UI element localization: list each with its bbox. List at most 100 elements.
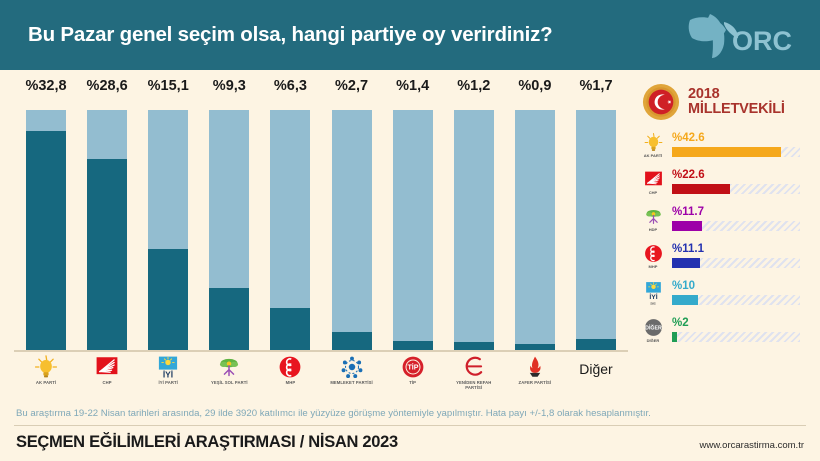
party-logo-caption: MHP xyxy=(285,380,296,385)
sidebar-result-row: İYİ İYİ %10 xyxy=(636,274,814,311)
sidebar-value-label: %11.7 xyxy=(672,206,704,219)
bar-fill xyxy=(392,340,433,350)
bar-value-label: %6,3 xyxy=(273,78,307,94)
party-logo-caption: ZAFER PARTİSİ xyxy=(518,380,552,385)
sidebar-header: 2018 MİLLETVEKİLİ xyxy=(636,78,814,126)
orc-logo: ORC xyxy=(688,14,792,58)
footer-divider xyxy=(14,425,806,426)
sidebar-party-caption: MHP xyxy=(648,263,658,269)
bar-column: %1,2 xyxy=(452,78,496,350)
sidebar-value-label: %2 xyxy=(672,317,689,330)
sidebar-party-caption: İYİ xyxy=(650,300,656,306)
bar-track xyxy=(575,110,616,350)
sidebar-party-logo: DİĞER DİĞER xyxy=(640,315,666,345)
bar-track xyxy=(514,110,555,350)
sidebar-bar-track xyxy=(672,331,800,342)
party-logo-cell: MEMLEKET PARTİSİ xyxy=(330,354,374,394)
gear-wreath-icon: TİP xyxy=(402,356,424,378)
sun-icon: İYİ xyxy=(645,281,661,300)
bar-track xyxy=(453,110,494,350)
bar-value-label: %28,6 xyxy=(86,78,128,94)
bar-column: %9,3 xyxy=(207,78,251,350)
sidebar-party-caption: CHP xyxy=(648,189,658,195)
bar-value-label: %1,2 xyxy=(457,78,491,94)
bar-column: %2,7 xyxy=(330,78,374,350)
sidebar-party-caption: AK PARTİ xyxy=(643,152,663,158)
sun-icon: İYİ xyxy=(159,356,178,379)
bar-fill xyxy=(453,342,494,350)
svg-text:İYİ: İYİ xyxy=(649,292,657,300)
axis-baseline xyxy=(14,350,628,352)
sidebar-row-body: %22.6 xyxy=(672,169,808,194)
party-logo-cell: YENİDEN REFAH PARTİSİ xyxy=(452,354,496,394)
party-logo-cell: TİP TİP xyxy=(391,354,435,394)
sidebar-title-label: MİLLETVEKİLİ xyxy=(688,101,785,117)
party-logo-caption: TİP xyxy=(409,380,417,385)
bar-fill xyxy=(270,308,311,350)
party-label-other: Diğer xyxy=(579,361,613,377)
party-logo-caption: AK PARTİ xyxy=(35,380,57,385)
bar-fill xyxy=(148,249,189,350)
sidebar-result-row: CHP %22.6 xyxy=(636,163,814,200)
lightbulb-icon xyxy=(34,355,58,378)
sidebar-2018-results: 2018 MİLLETVEKİLİ AK PARTİ %42.6 CHP %22.6 H… xyxy=(636,78,814,378)
bar-column: %6,3 xyxy=(268,78,312,350)
sidebar-value-label: %22.6 xyxy=(672,169,705,182)
crescent-swoosh-icon xyxy=(465,356,483,376)
bars-row: %32,8 %28,6 %15,1 %9,3 %6,3 %2,7 %1,4 %1,2 %0,9%… xyxy=(14,78,628,350)
bar-value-label: %1,4 xyxy=(396,78,430,94)
party-logo-cell: İYİ İYİ PARTİ xyxy=(146,354,190,394)
sidebar-row-body: %11.7 xyxy=(672,206,808,231)
party-logo-cell: MHP xyxy=(268,354,312,394)
party-logos-row: AK PARTİ CHP İYİ İYİ PARTİ YEŞİL SOL PARTİ MH… xyxy=(14,354,628,394)
sidebar-bar-fill xyxy=(672,220,702,231)
diger-circle-icon: DİĞER xyxy=(644,318,662,336)
flame-torch-icon xyxy=(529,356,541,377)
footer-title: SEÇMEN EĞİLİMLERİ ARAŞTIRMASI / NİSAN 20… xyxy=(16,433,398,451)
party-logo-cell: YEŞİL SOL PARTİ xyxy=(207,354,251,394)
sidebar-bar-fill xyxy=(672,146,782,157)
party-logo-cell: AK PARTİ xyxy=(24,354,68,394)
bar-column: %28,6 xyxy=(85,78,129,350)
bar-fill xyxy=(575,338,616,350)
sidebar-bar-track xyxy=(672,257,800,268)
bar-fill xyxy=(209,288,250,350)
bar-track xyxy=(87,110,128,350)
bar-track xyxy=(331,110,372,350)
tree-icon xyxy=(220,358,239,377)
bar-fill xyxy=(514,344,555,350)
three-crescents-icon xyxy=(644,244,662,262)
bar-track xyxy=(26,110,66,350)
sidebar-title-year: 2018 xyxy=(688,85,720,102)
sidebar-row-body: %11.1 xyxy=(672,243,808,268)
bar-fill xyxy=(331,332,372,350)
bar-value-label: %32,8 xyxy=(25,78,67,94)
bar-column: %0,9 xyxy=(513,78,557,350)
sidebar-result-row: AK PARTİ %42.6 xyxy=(636,126,814,163)
sidebar-row-body: %42.6 xyxy=(672,132,808,157)
sidebar-bar-fill xyxy=(672,183,730,194)
sidebar-party-logo: CHP xyxy=(640,167,666,197)
sidebar-result-row: HDP %11.7 xyxy=(636,200,814,237)
bar-fill xyxy=(26,131,66,350)
party-logo-cell: ZAFER PARTİSİ xyxy=(513,354,557,394)
bar-value-label: %1,7 xyxy=(579,78,613,94)
orc-logo-text: ORC xyxy=(732,26,792,56)
sidebar-bar-track xyxy=(672,294,800,305)
svg-text:TİP: TİP xyxy=(407,363,418,372)
page-title: Bu Pazar genel seçim olsa, hangi partiye… xyxy=(28,23,553,46)
sidebar-bar-fill xyxy=(672,331,678,342)
sidebar-bar-track xyxy=(672,146,800,157)
sidebar-bar-track xyxy=(672,220,800,231)
sidebar-party-logo: HDP xyxy=(640,204,666,234)
party-logo-caption: İYİ PARTİ xyxy=(158,380,178,385)
party-logo-caption: YENİDEN REFAH PARTİSİ xyxy=(456,380,492,390)
sidebar-party-caption: HDP xyxy=(648,226,658,232)
sidebar-value-label: %42.6 xyxy=(672,132,705,145)
bar-track xyxy=(148,110,189,350)
sidebar-title: 2018 MİLLETVEKİLİ xyxy=(688,85,785,117)
tbmm-emblem-icon xyxy=(642,83,680,121)
bar-column: %32,8 xyxy=(24,78,68,350)
sidebar-party-caption: DİĞER xyxy=(646,337,660,343)
